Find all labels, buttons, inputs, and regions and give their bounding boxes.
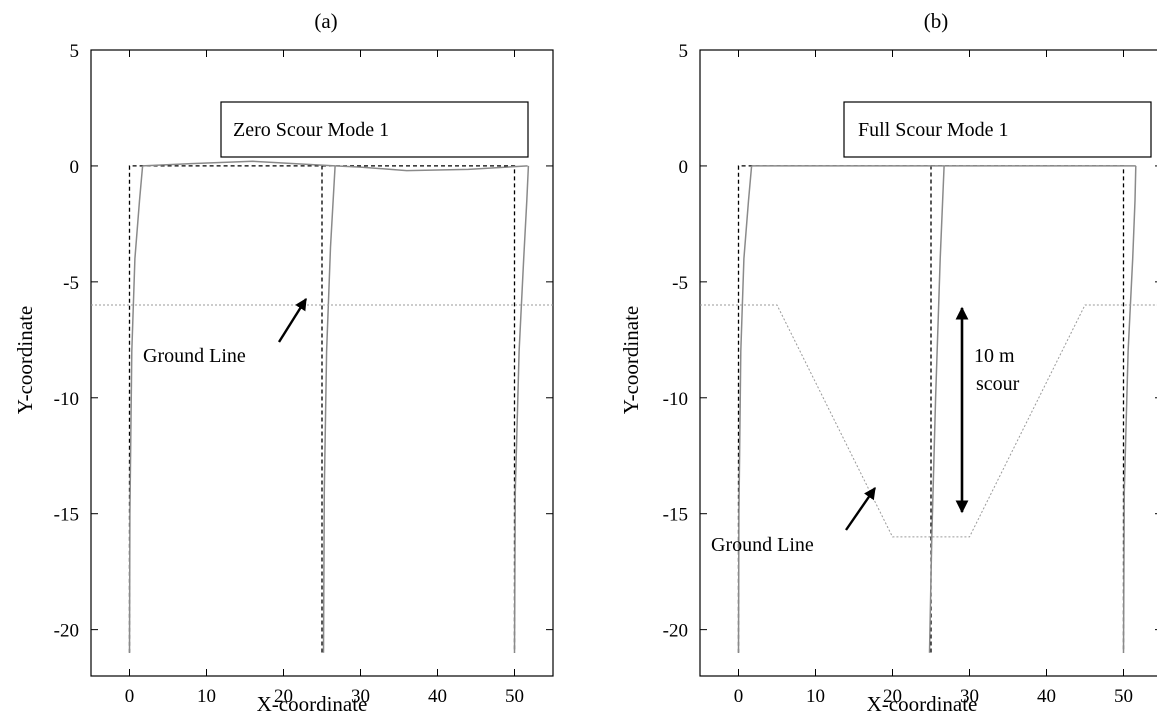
axes-frame: [90, 49, 554, 677]
annotation-ground-line-b: Ground Line: [711, 534, 814, 556]
x-tick-label: 0: [734, 686, 744, 707]
x-tick-label: 10: [197, 686, 216, 707]
y-tick-label: 5: [70, 41, 80, 62]
series-line-solid-gray: [322, 165, 336, 653]
series-line-solid-gray: [928, 165, 945, 653]
y-tick-label: -20: [663, 621, 688, 642]
x-tick-label: 20: [883, 686, 902, 707]
series-line-solid-gray: [335, 165, 528, 172]
series-line-solid-gray: [513, 165, 530, 653]
x-axis-label-b: X-coordinate: [867, 692, 978, 716]
x-tick-label: 40: [1037, 686, 1056, 707]
series-line-solid-gray: [128, 165, 144, 653]
series-line-dashed-black: [128, 165, 323, 653]
x-tick-label: 30: [960, 686, 979, 707]
axes-frame: [699, 49, 1157, 677]
y-tick-label: -10: [54, 389, 79, 410]
panel-title-b: (b): [924, 9, 949, 33]
y-tick-label: -15: [663, 505, 688, 526]
series-line-solid-gray: [737, 165, 753, 653]
panel-a: (a) X-coordinate Y-coordinate 0 10 20 30 40 5…: [13, 9, 554, 716]
series-line-dashed-black: [322, 165, 516, 653]
annotation-arrow-b: [845, 487, 876, 531]
series-line-dotted-gray: [700, 304, 1157, 538]
y-axis-label-a: Y-coordinate: [13, 306, 37, 414]
x-axis-label-a: X-coordinate: [257, 692, 368, 716]
x-tick-label: 20: [274, 686, 293, 707]
annotation-ground-line-a: Ground Line: [143, 345, 246, 367]
x-tick-label: 30: [351, 686, 370, 707]
x-tick-label: 50: [505, 686, 524, 707]
y-tick-label: -10: [663, 389, 688, 410]
panel-b: (b) X-coordinate Y-coordinate 0 10 20 30 40 5…: [619, 9, 1157, 716]
legend-text-a: Zero Scour Mode 1: [233, 119, 389, 141]
x-tick-label: 40: [428, 686, 447, 707]
y-tick-label: 0: [679, 157, 689, 178]
y-tick-label: 5: [679, 41, 689, 62]
series-line-dashed-black: [737, 165, 932, 653]
y-tick-label: -20: [54, 621, 79, 642]
y-tick-label: 0: [70, 157, 80, 178]
annotation-arrow-a: [277, 297, 308, 343]
scour-word-label: scour: [976, 373, 1020, 395]
legend-box-b: Full Scour Mode 1: [843, 101, 1152, 158]
y-tick-label: -5: [672, 273, 688, 294]
series-line-dashed-black: [931, 165, 1125, 653]
panel-title-a: (a): [314, 9, 337, 33]
x-tick-label: 10: [806, 686, 825, 707]
series-line-solid-gray: [142, 160, 336, 167]
scour-depth-label: 10 m: [974, 345, 1015, 367]
x-tick-label: 0: [125, 686, 135, 707]
y-tick-label: -5: [63, 273, 79, 294]
y-axis-label-b: Y-coordinate: [619, 306, 643, 414]
legend-box-a: Zero Scour Mode 1: [220, 101, 529, 158]
legend-text-b: Full Scour Mode 1: [858, 119, 1009, 141]
series-line-solid-gray: [1122, 165, 1137, 653]
y-tick-label: -15: [54, 505, 79, 526]
x-tick-label: 50: [1114, 686, 1133, 707]
